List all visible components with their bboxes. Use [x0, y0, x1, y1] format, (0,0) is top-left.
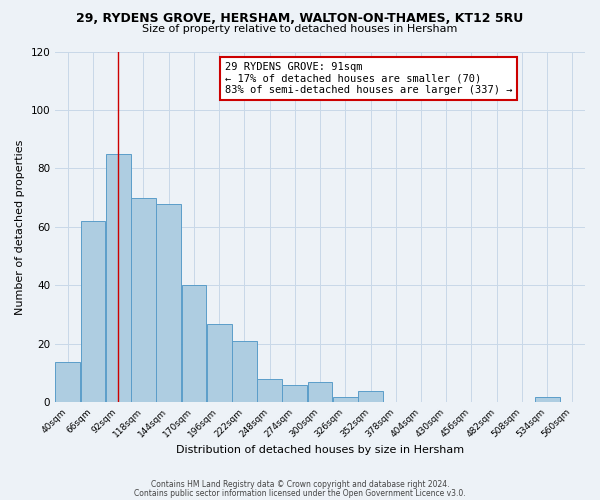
Bar: [131, 198, 156, 402]
Bar: [55, 362, 80, 403]
Bar: [207, 324, 232, 402]
Bar: [333, 396, 358, 402]
X-axis label: Distribution of detached houses by size in Hersham: Distribution of detached houses by size …: [176, 445, 464, 455]
Text: 29 RYDENS GROVE: 91sqm
← 17% of detached houses are smaller (70)
83% of semi-det: 29 RYDENS GROVE: 91sqm ← 17% of detached…: [225, 62, 512, 95]
Text: Contains public sector information licensed under the Open Government Licence v3: Contains public sector information licen…: [134, 488, 466, 498]
Bar: [106, 154, 131, 402]
Bar: [358, 391, 383, 402]
Y-axis label: Number of detached properties: Number of detached properties: [15, 140, 25, 314]
Bar: [232, 341, 257, 402]
Text: 29, RYDENS GROVE, HERSHAM, WALTON-ON-THAMES, KT12 5RU: 29, RYDENS GROVE, HERSHAM, WALTON-ON-THA…: [76, 12, 524, 26]
Bar: [283, 385, 307, 402]
Bar: [80, 221, 106, 402]
Text: Size of property relative to detached houses in Hersham: Size of property relative to detached ho…: [142, 24, 458, 34]
Text: Contains HM Land Registry data © Crown copyright and database right 2024.: Contains HM Land Registry data © Crown c…: [151, 480, 449, 489]
Bar: [157, 204, 181, 402]
Bar: [308, 382, 332, 402]
Bar: [182, 286, 206, 403]
Bar: [535, 396, 560, 402]
Bar: [257, 379, 282, 402]
